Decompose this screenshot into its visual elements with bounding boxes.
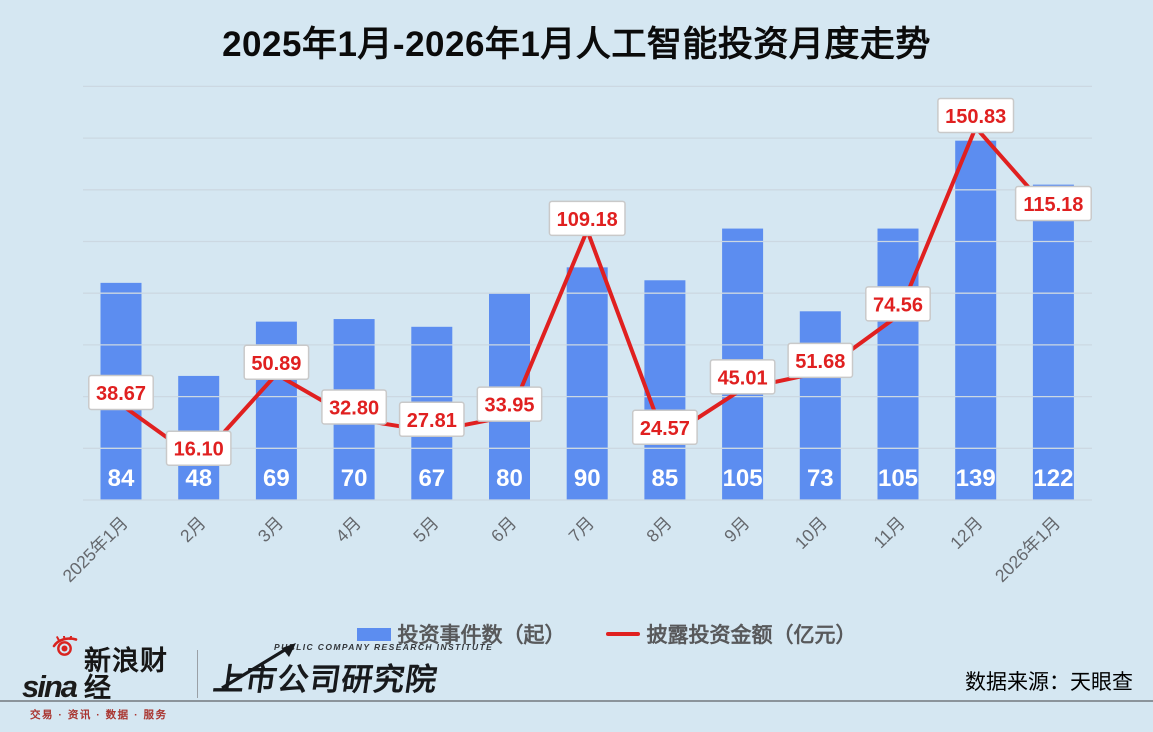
x-tick-label: 2026年1月 <box>991 513 1064 586</box>
line-value-box <box>165 430 232 466</box>
bar <box>644 280 686 500</box>
line-value-box <box>865 286 931 322</box>
bar-series-swatch-icon <box>356 627 391 641</box>
legend-item-line: 披露投资金额（亿元） <box>605 619 857 649</box>
bar <box>877 228 919 500</box>
line-value-label: 38.67 <box>96 383 146 405</box>
line-value-box <box>321 389 388 425</box>
line-value-label: 150.83 <box>945 106 1006 128</box>
x-tick-label: 9月 <box>720 513 753 546</box>
bar-series-label: 投资事件数（起） <box>397 624 566 647</box>
line-value-box <box>631 409 698 446</box>
line-value-label: 33.95 <box>484 395 534 417</box>
footer: sina 新浪财经 交易 · 资讯 · 数据 · 服务 PUBLIC COMPA… <box>0 636 1153 732</box>
line-series-label: 披露投资金额（亿元） <box>646 624 857 647</box>
line-value-label: 45.01 <box>718 367 768 389</box>
line-value-label: 51.68 <box>795 351 845 373</box>
line-value-label: 16.10 <box>174 439 224 461</box>
bar <box>955 140 997 500</box>
chart-title: 2025年1月-2026年1月人工智能投资月度走势 <box>222 25 931 64</box>
x-tick-label: 3月 <box>254 513 287 546</box>
sina-wordmark: sina <box>22 669 78 704</box>
x-tick-label: 7月 <box>565 513 598 546</box>
bar-value-label: 122 <box>1033 465 1073 492</box>
bar-value-label: 139 <box>956 465 996 492</box>
x-tick-label: 2025年1月 <box>59 513 132 586</box>
x-tick-label: 11月 <box>869 513 908 552</box>
bar-value-label: 90 <box>574 465 601 492</box>
line-value-box <box>787 342 854 379</box>
line-value-box <box>1014 185 1092 222</box>
institute-name-en: PUBLIC COMPANY RESEARCH INSTITUTE <box>274 642 494 652</box>
institute-name-cn: 上市公司研究院 <box>211 662 441 697</box>
line-value-box <box>548 200 626 237</box>
sina-finance-logo: sina 新浪财经 交易 · 资讯 · 数据 · 服务 <box>22 636 194 722</box>
line-value-box <box>398 401 465 438</box>
x-tick-label: 2月 <box>176 513 209 546</box>
bar-value-label: 80 <box>496 465 523 492</box>
x-tick-label: 5月 <box>409 513 442 546</box>
line-value-label: 109.18 <box>557 209 618 231</box>
legend: 投资事件数（起） 披露投资金额（亿元） <box>30 619 1153 649</box>
bar-value-label: 48 <box>185 465 212 492</box>
line-value-box <box>88 374 154 411</box>
x-tick-label: 4月 <box>332 513 365 546</box>
footer-logo-divider <box>197 650 198 698</box>
sina-tagline: 交易 · 资讯 · 数据 · 服务 <box>30 709 168 721</box>
sina-finance-name: 新浪财经 <box>84 646 169 703</box>
bar-value-label: 85 <box>652 465 679 492</box>
sina-eye-icon <box>52 636 78 656</box>
bar-value-label: 105 <box>878 465 918 492</box>
line-value-label: 115.18 <box>1023 194 1083 216</box>
bar-value-label: 67 <box>418 465 445 492</box>
x-tick-label: 8月 <box>642 513 675 546</box>
line-series-swatch-icon <box>605 631 640 637</box>
line-value-label: 74.56 <box>873 294 923 316</box>
data-source: 数据来源：天眼查 <box>965 671 1133 694</box>
line-value-box <box>243 344 310 381</box>
bar-value-label: 105 <box>723 465 763 492</box>
bar <box>1032 184 1074 500</box>
line-value-label: 50.89 <box>251 353 301 375</box>
bar-value-label: 84 <box>108 465 135 492</box>
arrow-icon <box>221 643 296 690</box>
line-value-box <box>937 97 1015 134</box>
line-value-box <box>476 386 543 422</box>
x-tick-label: 6月 <box>487 513 520 546</box>
bottom-divider <box>0 700 1153 702</box>
x-tick-label: 12月 <box>946 513 986 553</box>
institute-logo: PUBLIC COMPANY RESEARCH INSTITUTE 上市公司研究… <box>211 642 494 699</box>
legend-item-bar: 投资事件数（起） <box>356 619 566 649</box>
bar-value-label: 70 <box>341 465 368 492</box>
line-value-label: 27.81 <box>407 410 457 432</box>
x-tick-label: 10月 <box>791 513 831 553</box>
bar <box>566 267 608 500</box>
line-value-label: 32.80 <box>329 397 379 419</box>
line-value-label: 24.57 <box>640 418 690 440</box>
line-value-box <box>709 359 776 395</box>
bar-value-label: 69 <box>263 465 290 492</box>
bar-value-label: 73 <box>807 465 834 492</box>
